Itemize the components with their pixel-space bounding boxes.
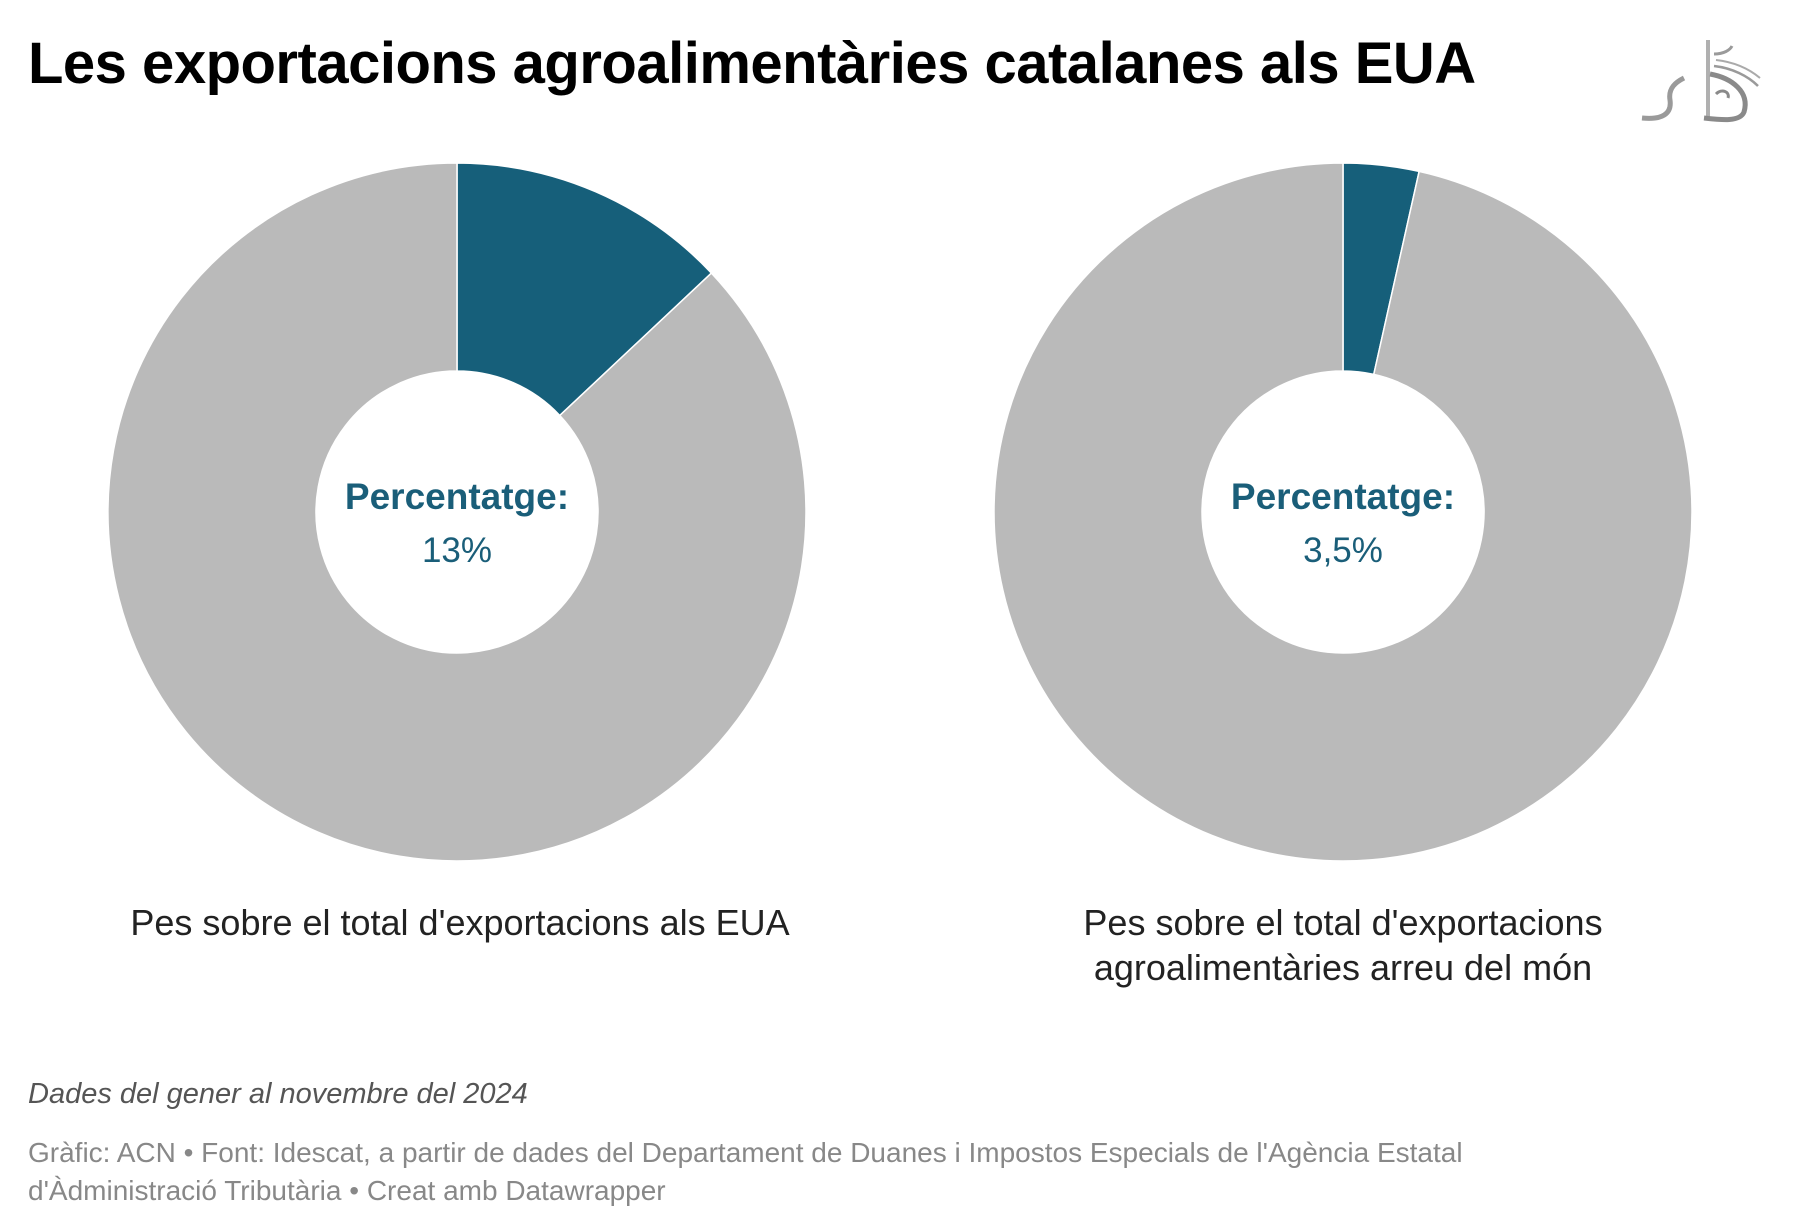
chart-1-caption: Pes sobre el total d'exportacions als EU… <box>130 902 790 943</box>
chart-2-caption: Pes sobre el total d'exportacions agroal… <box>950 900 1736 990</box>
chart-1-slice-highlight <box>456 162 713 417</box>
chart-2-center-label: Percentatge: <box>1231 476 1455 517</box>
chart-2-slice-rest <box>993 162 1693 862</box>
source-line-2: d'Àdministració Tributària • Creat amb D… <box>28 1175 666 1206</box>
acn-logo-icon <box>1641 40 1761 123</box>
chart-1-slice-rest <box>107 162 807 862</box>
chart-note: Dades del gener al novembre del 2024 <box>28 1078 528 1110</box>
chart-2-caption-line-2: agroalimentàries arreu del món <box>1093 947 1593 988</box>
chart-2-center-value: 3,5% <box>1303 531 1383 570</box>
chart-source: Gràfic: ACN • Font: Idescat, a partir de… <box>28 1134 1748 1210</box>
chart-1-center-value: 13% <box>422 531 492 570</box>
chart-2-caption-line-1: Pes sobre el total d'exportacions <box>1083 902 1603 943</box>
chart-1-center-label: Percentatge: <box>345 476 569 517</box>
source-line-1: Gràfic: ACN • Font: Idescat, a partir de… <box>28 1137 1463 1168</box>
chart-title: Les exportacions agroalimentàries catala… <box>28 31 1476 96</box>
